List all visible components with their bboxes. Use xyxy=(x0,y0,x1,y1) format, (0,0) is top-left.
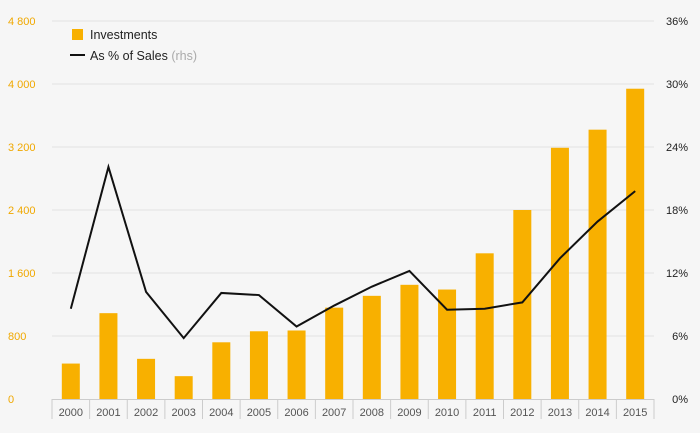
y-right-tick-label: 24% xyxy=(666,142,688,154)
bar-2013 xyxy=(550,147,569,399)
line-series-as-pct-of-sales xyxy=(69,163,636,340)
bar-2010 xyxy=(438,289,457,399)
bar-2001 xyxy=(99,313,118,399)
y-left-tick-label: 1 600 xyxy=(8,268,36,280)
y-axis-left: 0 800 1 600 2 400 3 200 4 000 4 800 xyxy=(8,16,36,406)
bar-2004 xyxy=(212,342,231,399)
y-left-tick-label: 800 xyxy=(8,331,26,343)
x-tick-label: 2013 xyxy=(548,407,572,419)
y-left-tick-label: 0 xyxy=(8,394,14,406)
x-tick-label: 2008 xyxy=(360,407,384,419)
y-right-tick-label: 36% xyxy=(666,16,688,28)
y-right-tick-label: 12% xyxy=(666,268,688,280)
y-left-tick-label: 4 000 xyxy=(8,79,36,91)
x-tick-label: 2001 xyxy=(96,407,120,419)
x-tick-label: 2015 xyxy=(623,407,647,419)
y-right-tick-label: 0% xyxy=(672,394,688,406)
y-left-tick-label: 3 200 xyxy=(8,142,36,154)
x-tick-label: 2009 xyxy=(397,407,421,419)
bar-2005 xyxy=(249,331,268,399)
bar-2000 xyxy=(61,363,80,399)
bar-2002 xyxy=(137,358,156,399)
x-tick-label: 2011 xyxy=(473,407,497,419)
bar-2015 xyxy=(626,88,645,399)
bar-2006 xyxy=(287,330,306,399)
x-tick-label: 2002 xyxy=(134,407,158,419)
x-tick-label: 2004 xyxy=(209,407,233,419)
x-tick-label: 2010 xyxy=(435,407,459,419)
legend: Investments As % of Sales (rhs) xyxy=(70,28,197,63)
legend-label-as-pct-of-sales-name: As % of Sales xyxy=(90,49,168,63)
bar-2008 xyxy=(362,295,381,399)
legend-label-as-pct-of-sales: As % of Sales (rhs) xyxy=(90,49,197,63)
y-right-tick-label: 6% xyxy=(672,331,688,343)
x-tick-label: 2007 xyxy=(322,407,346,419)
bar-2011 xyxy=(475,253,494,399)
bar-2003 xyxy=(174,376,193,399)
x-tick-label: 2003 xyxy=(171,407,195,419)
bar-2009 xyxy=(400,284,419,399)
x-tick-label: 2012 xyxy=(510,407,534,419)
x-tick-label: 2006 xyxy=(284,407,308,419)
x-tick-label: 2014 xyxy=(585,407,609,419)
bar-series-investments xyxy=(61,88,645,400)
legend-label-rhs-suffix: (rhs) xyxy=(171,49,197,63)
bar-2007 xyxy=(325,307,344,399)
y-left-tick-label: 2 400 xyxy=(8,205,36,217)
y-axis-right: 0% 6% 12% 18% 24% 30% 36% xyxy=(666,16,688,406)
y-right-tick-label: 18% xyxy=(666,205,688,217)
y-left-tick-label: 4 800 xyxy=(8,16,36,28)
bar-2014 xyxy=(588,129,607,400)
line-path xyxy=(69,163,636,340)
bar-2012 xyxy=(513,210,532,399)
legend-swatch-investments xyxy=(72,29,83,40)
y-right-tick-label: 30% xyxy=(666,79,688,91)
legend-label-investments: Investments xyxy=(90,28,157,42)
x-axis: 2000 2001 2002 2003 2004 2005 2006 2007 2008 2009… xyxy=(51,399,655,419)
x-tick-label: 2000 xyxy=(59,407,83,419)
x-tick-label: 2005 xyxy=(247,407,271,419)
